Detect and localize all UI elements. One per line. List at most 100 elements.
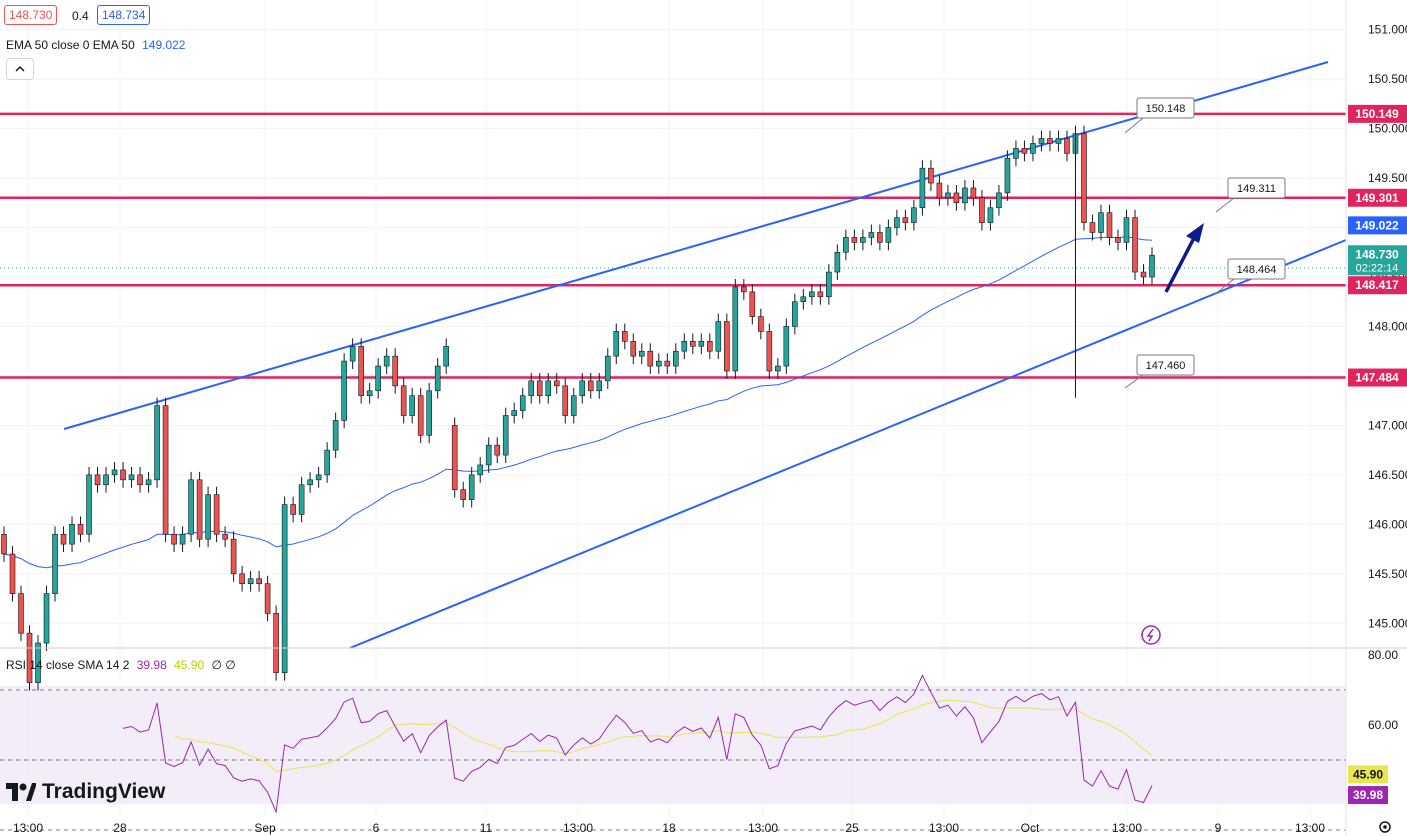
candle	[26, 625, 33, 691]
settings-gear-icon[interactable]	[1379, 821, 1391, 833]
candle-body	[239, 573, 245, 584]
price-callout: 147.460	[1124, 354, 1195, 389]
candle-body	[928, 167, 934, 184]
candle-body	[1081, 133, 1087, 223]
trend-channel	[63, 61, 1347, 649]
candle	[366, 382, 373, 404]
candle	[324, 442, 330, 483]
rsi-indicator-label[interactable]: RSI 14 close SMA 14 2 39.98 45.90 ∅ ∅	[6, 658, 236, 672]
candle-body	[349, 345, 356, 362]
candle	[332, 412, 339, 459]
candle	[766, 323, 773, 379]
candle-body	[689, 341, 696, 347]
candle-body	[281, 504, 288, 674]
candle-body	[494, 444, 501, 456]
candle-body	[1149, 254, 1155, 278]
candle	[996, 185, 1002, 216]
candle-body	[468, 474, 475, 500]
candle-body	[800, 296, 807, 303]
candle	[519, 387, 526, 419]
candle	[596, 372, 603, 399]
candle-body	[707, 341, 713, 352]
candle	[775, 358, 781, 379]
candle	[358, 338, 364, 404]
candle-body	[766, 331, 773, 372]
candle-body	[213, 494, 220, 535]
tradingview-logo[interactable]: TradingView	[6, 780, 165, 804]
candle	[1038, 130, 1045, 152]
candle-body	[409, 395, 415, 416]
badge-bg	[1348, 765, 1388, 784]
candle	[1089, 214, 1096, 241]
badge-bg	[1348, 786, 1388, 805]
candle-body	[52, 533, 58, 594]
candle	[1140, 264, 1147, 285]
candle-body	[460, 489, 467, 500]
candle-body	[1047, 138, 1053, 144]
badge-text: 148.417	[1355, 278, 1399, 292]
candle-body	[681, 341, 688, 352]
candle	[894, 209, 900, 236]
candle-body	[647, 350, 654, 367]
candle-body	[809, 291, 815, 298]
candle	[103, 466, 109, 493]
time-tick-label: 11	[480, 821, 493, 835]
candle	[1004, 150, 1011, 201]
candle-body	[1115, 237, 1121, 243]
badge-text: 149.022	[1355, 218, 1399, 232]
candle-body	[604, 355, 611, 382]
candle	[179, 526, 186, 553]
logo-text: TradingView	[42, 780, 166, 803]
time-axis[interactable]: 13:00 28 Sep 6 11 13:00 18 13:00 25 13:00 Oct 13:00…	[13, 821, 1325, 835]
candle-body	[919, 167, 926, 209]
chevron-up-icon	[15, 65, 25, 72]
candle-body	[579, 380, 586, 397]
candle-body	[86, 474, 92, 535]
candle	[145, 471, 152, 493]
rsi-axis[interactable]: 80.00 60.00	[1368, 648, 1398, 732]
candle	[9, 546, 16, 602]
candle	[409, 387, 415, 424]
candle	[800, 288, 807, 310]
candle	[724, 313, 730, 379]
candle-body	[885, 227, 892, 243]
candle-body	[162, 405, 169, 535]
candle-body	[1140, 271, 1147, 278]
candle	[868, 224, 875, 246]
candle	[18, 585, 24, 642]
candle	[579, 372, 586, 404]
price-tick-label: 146.500	[1368, 468, 1407, 482]
candle	[562, 377, 569, 424]
candle-body	[60, 533, 67, 545]
candle	[485, 437, 492, 473]
level-badge: 147.484	[1348, 368, 1407, 387]
axis-badges: 150.149 149.301 148.417 147.484 149.022 148.7…	[1348, 104, 1407, 805]
ask-price-box[interactable]: 148.734	[97, 5, 151, 25]
candle	[604, 348, 611, 389]
flash-icon[interactable]	[1141, 625, 1161, 645]
candle-body	[103, 474, 109, 486]
candle-body	[77, 524, 84, 535]
level-badge: 149.301	[1348, 188, 1407, 207]
rsi-badge: 45.90	[1348, 765, 1388, 784]
candle-body	[996, 192, 1002, 209]
candle	[715, 313, 722, 360]
time-tick-label: 9	[1215, 821, 1222, 835]
candle	[1081, 125, 1087, 231]
candle	[1098, 204, 1104, 241]
candle	[962, 180, 968, 211]
collapse-legend-button[interactable]	[6, 58, 34, 80]
callout-text: 147.460	[1146, 360, 1186, 372]
bid-price-box[interactable]: 148.730	[4, 5, 58, 25]
candle-body	[860, 237, 866, 243]
candle-body	[26, 632, 33, 683]
candle	[826, 264, 832, 305]
callout-pointer	[1124, 374, 1144, 389]
candle-body	[511, 410, 518, 416]
candle-body	[400, 385, 407, 416]
candle-body	[621, 331, 628, 342]
ema-indicator-label[interactable]: EMA 50 close 0 EMA 50 149.022	[6, 38, 185, 52]
candle	[94, 466, 101, 493]
